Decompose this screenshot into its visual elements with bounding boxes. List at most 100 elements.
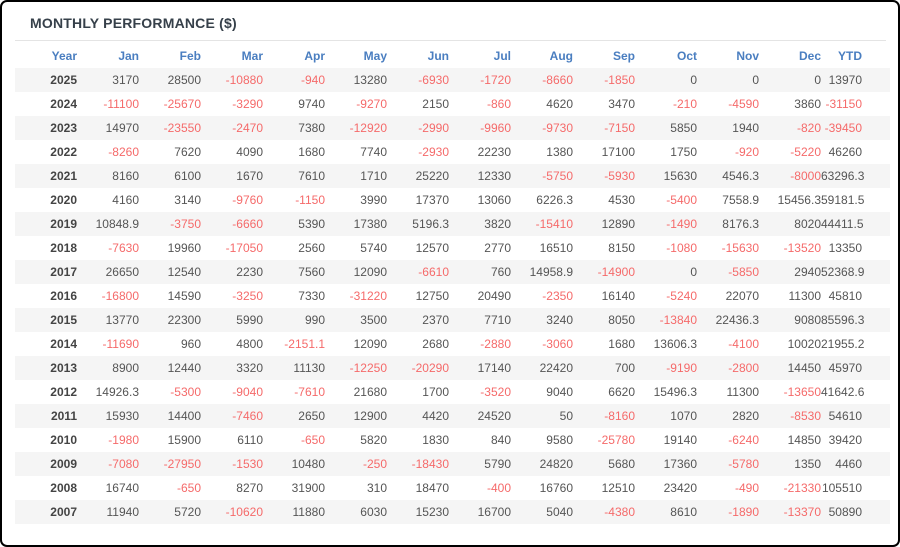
value-cell: -650	[176, 481, 201, 495]
value-cell: 12090	[353, 265, 387, 279]
value-cell: 9580	[546, 433, 573, 447]
column-header-jul: Jul	[493, 48, 511, 63]
year-cell: 2007	[50, 505, 77, 519]
year-cell: 2019	[50, 217, 77, 231]
value-cell: -2350	[542, 289, 573, 303]
value-cell: 14590	[167, 289, 201, 303]
value-cell: 13606.3	[653, 337, 697, 351]
value-cell: -20290	[411, 361, 449, 375]
value-cell: 3820	[484, 217, 511, 231]
value-cell: 13770	[105, 313, 139, 327]
value-cell: 4160	[112, 193, 139, 207]
column-header-dec: Dec	[798, 48, 821, 63]
table-row: 2015 13770 22300 5990 990 3500 2370 7710 3240 805…	[15, 308, 890, 332]
value-cell: 16740	[105, 481, 139, 495]
value-cell: -6240	[728, 433, 759, 447]
value-cell: 2230	[236, 265, 263, 279]
value-cell: -9190	[666, 361, 697, 375]
value-cell: -31220	[349, 289, 387, 303]
page-title: MONTHLY PERFORMANCE ($)	[30, 15, 237, 31]
value-cell: -13650	[783, 385, 821, 399]
value-cell: -5400	[666, 193, 697, 207]
value-cell: 1940	[732, 121, 759, 135]
value-cell: 9040	[546, 385, 573, 399]
value-cell: 105510	[821, 481, 862, 495]
value-cell: -9730	[542, 121, 573, 135]
value-cell: 5820	[360, 433, 387, 447]
value-cell: 5720	[174, 505, 201, 519]
value-cell: -8260	[108, 145, 139, 159]
header-row: Year Jan Feb Mar Apr May Jun Jul Aug Sep Oct Nov Dec…	[15, 43, 890, 68]
value-cell: 11880	[292, 505, 325, 519]
value-cell: -2151.1	[284, 337, 325, 351]
value-cell: 15230	[415, 505, 449, 519]
value-cell: 18470	[415, 481, 449, 495]
value-cell: 3140	[174, 193, 201, 207]
value-cell: -18430	[411, 457, 449, 471]
value-cell: 12440	[167, 361, 201, 375]
table-row: 2014 -11690 960 4800 -2151.1 12090 2680 -2880 -3…	[15, 332, 890, 356]
value-cell: 3170	[112, 73, 139, 87]
value-cell: -25670	[163, 97, 201, 111]
value-cell: -8530	[790, 409, 821, 423]
value-cell: -2470	[232, 121, 263, 135]
column-header-year: Year	[51, 48, 77, 63]
value-cell: 22300	[167, 313, 201, 327]
value-cell: 6100	[174, 169, 201, 183]
value-cell: 2770	[484, 241, 511, 255]
table-row: 2011 15930 14400 -7460 2650 12900 4420 24520 50 -…	[15, 404, 890, 428]
value-cell: -5750	[542, 169, 573, 183]
value-cell: 5990	[236, 313, 263, 327]
value-cell: 17380	[353, 217, 387, 231]
value-cell: 4090	[236, 145, 263, 159]
value-cell: 5740	[360, 241, 387, 255]
value-cell: 760	[490, 265, 511, 279]
value-cell: 17370	[415, 193, 449, 207]
value-cell: 3860	[794, 97, 821, 111]
value-cell: -13840	[659, 313, 697, 327]
value-cell: -1150	[295, 193, 325, 207]
column-header-jun: Jun	[427, 48, 449, 63]
value-cell: -7610	[294, 385, 325, 399]
value-cell: -820	[796, 121, 821, 135]
value-cell: 19960	[167, 241, 201, 255]
value-cell: -1890	[728, 505, 759, 519]
value-cell: -940	[300, 73, 325, 87]
table-row: 2025 3170 28500 -10880 -940 13280 -6930 -1720 -8…	[15, 68, 890, 92]
value-cell: 8050	[608, 313, 635, 327]
column-header-sep: Sep	[612, 48, 635, 63]
value-cell: 12510	[601, 481, 635, 495]
year-cell: 2011	[50, 409, 77, 423]
value-cell: 990	[304, 313, 325, 327]
table-row: 2020 4160 3140 -9760 -1150 3990 17370 13060 6226…	[15, 188, 890, 212]
value-cell: -17050	[225, 241, 263, 255]
value-cell: -2880	[480, 337, 511, 351]
value-cell: 3470	[608, 97, 635, 111]
year-cell: 2012	[50, 385, 77, 399]
value-cell: 8900	[112, 361, 139, 375]
column-header-ytd: YTD	[838, 48, 862, 63]
value-cell: 12090	[353, 337, 387, 351]
value-cell: 11940	[106, 505, 139, 519]
value-cell: 25220	[415, 169, 449, 183]
value-cell: -1490	[666, 217, 697, 231]
value-cell: 5040	[546, 505, 573, 519]
value-cell: 28500	[167, 73, 201, 87]
value-cell: 39420	[828, 433, 862, 447]
value-cell: 24820	[539, 457, 573, 471]
value-cell: 12750	[415, 289, 449, 303]
value-cell: 46260	[828, 145, 862, 159]
value-cell: 31900	[291, 481, 325, 495]
value-cell: 11300	[788, 289, 821, 303]
value-cell: 15496.3	[653, 385, 697, 399]
value-cell: -2990	[418, 121, 449, 135]
value-cell: 21680	[353, 385, 387, 399]
year-cell: 2015	[50, 313, 77, 327]
value-cell: -23550	[163, 121, 201, 135]
value-cell: 1700	[422, 385, 449, 399]
year-cell: 2018	[50, 241, 77, 255]
value-cell: -11690	[102, 337, 139, 351]
value-cell: 0	[690, 73, 697, 87]
value-cell: 59181.5	[821, 193, 865, 207]
value-cell: -15630	[721, 241, 759, 255]
